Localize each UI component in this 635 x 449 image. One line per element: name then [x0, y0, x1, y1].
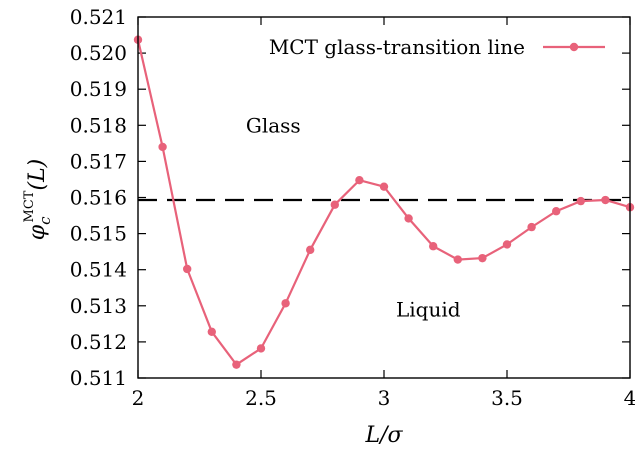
y-tick-label: 0.515: [70, 222, 127, 246]
data-point: [256, 344, 266, 353]
y-tick-label: 0.519: [70, 77, 127, 101]
legend: MCT glass-transition line: [269, 35, 605, 59]
data-point: [232, 360, 241, 369]
tick-marks: [137, 16, 631, 379]
data-point: [453, 255, 462, 264]
data-point: [379, 182, 389, 191]
y-tick-label: 0.511: [70, 366, 127, 390]
data-point: [355, 175, 364, 185]
series-line-mct: [136, 39, 631, 367]
data-point: [281, 299, 290, 308]
data-point: [502, 240, 512, 249]
series-points: [133, 35, 635, 369]
y-tick-label: 0.520: [70, 41, 127, 65]
x-tick-label: 3.5: [491, 386, 523, 410]
data-point: [527, 222, 536, 232]
annotation-liquid: Liquid: [396, 297, 461, 321]
x-tick-label: 3: [378, 386, 391, 410]
y-tick-label: 0.521: [70, 5, 127, 29]
data-point: [601, 195, 610, 205]
y-tick-label: 0.517: [70, 149, 127, 173]
data-point: [478, 253, 487, 263]
data-point: [576, 196, 585, 206]
y-axis-label-sup: MCT: [22, 190, 37, 222]
y-axis-label-sub: c: [36, 216, 54, 225]
tick-labels: 2 2.5 3 3.5 4 0.511 0.512 0.513 0.514 0.515 0.516 0…: [70, 5, 635, 410]
y-tick-label: 0.512: [70, 330, 127, 354]
legend-label: MCT glass-transition line: [269, 35, 525, 59]
data-point: [404, 214, 413, 223]
data-point: [330, 200, 339, 209]
data-point: [183, 264, 192, 274]
plot-frame: [137, 16, 631, 379]
x-tick-label: 2.5: [245, 386, 277, 410]
y-axis-label: φcMCT(L): [22, 159, 54, 241]
data-point: [158, 142, 167, 152]
y-axis-label-arg: (L): [25, 159, 50, 191]
data-point: [552, 207, 561, 216]
data-point: [306, 245, 315, 255]
y-tick-label: 0.516: [70, 186, 127, 210]
y-axis-label-main: φ: [25, 224, 50, 240]
y-tick-label: 0.514: [70, 258, 127, 282]
legend-swatch-marker: [569, 42, 579, 52]
x-tick-label: 2: [132, 386, 145, 410]
data-point: [207, 327, 216, 336]
annotation-glass: Glass: [246, 113, 301, 137]
data-point: [429, 242, 438, 251]
y-tick-label: 0.518: [70, 113, 127, 137]
x-tick-label: 4: [624, 386, 635, 410]
y-tick-label: 0.513: [70, 294, 127, 318]
x-axis-label: L/σ: [364, 423, 403, 448]
